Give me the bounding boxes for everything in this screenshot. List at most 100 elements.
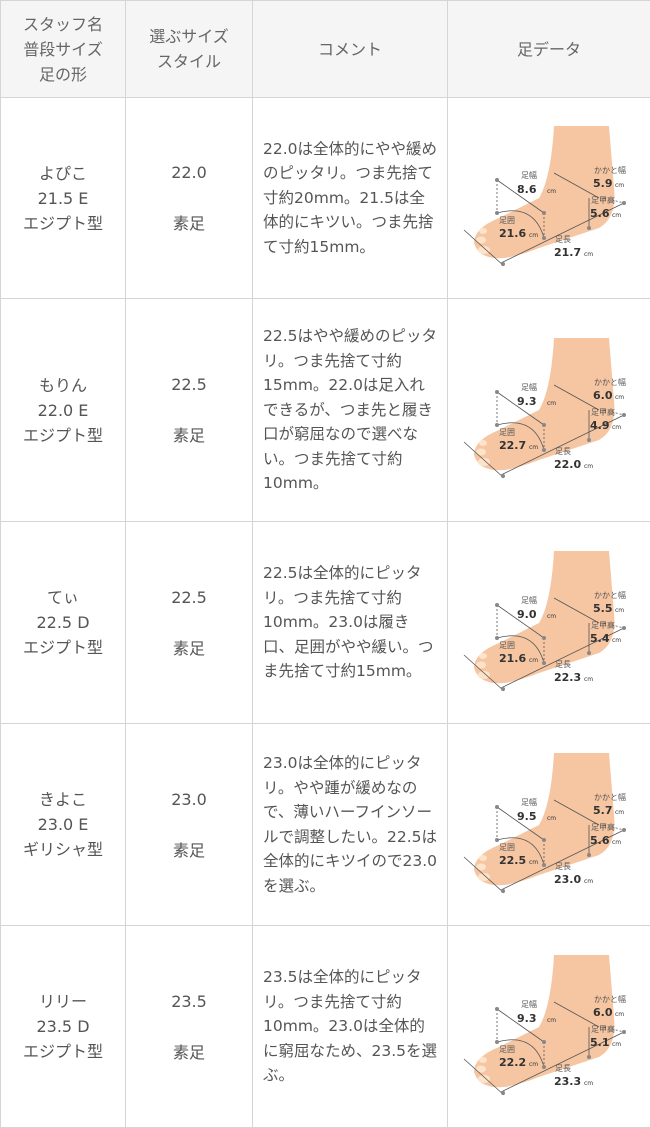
- instep-height-label: 足甲高: [591, 1024, 615, 1034]
- usual-size: 23.5 D: [36, 1017, 89, 1036]
- unit: cm: [615, 394, 624, 401]
- unit: cm: [529, 444, 538, 451]
- staff-cell: よぴこ 21.5 E エジプト型: [1, 98, 126, 299]
- unit: cm: [615, 182, 624, 189]
- header-text: 選ぶサイズ: [149, 27, 229, 46]
- foot-width-label: 足幅: [521, 999, 537, 1009]
- foot-length-value: 23.3: [554, 1075, 581, 1088]
- instep-height-label: 足甲高: [591, 195, 615, 205]
- foot-width-value: 9.0: [517, 608, 537, 621]
- style: 素足: [173, 841, 205, 860]
- foot-girth-label: 足囲: [499, 1045, 515, 1054]
- foot-width-value: 9.3: [517, 395, 537, 408]
- heel-width-value: 5.7: [593, 804, 613, 817]
- staff-name: きよこ: [39, 790, 87, 809]
- unit: cm: [529, 232, 538, 239]
- header-text: 足の形: [39, 65, 87, 84]
- unit: cm: [529, 657, 538, 664]
- style: 素足: [173, 1043, 205, 1062]
- unit: cm: [584, 676, 593, 683]
- chosen-size: 23.5: [171, 992, 207, 1011]
- style: 素足: [173, 426, 205, 445]
- foot-length-value: 22.3: [554, 671, 581, 684]
- foot-length-label: 足長: [555, 1064, 571, 1073]
- foot-shape: エジプト型: [23, 214, 103, 233]
- foot-girth-label: 足囲: [499, 428, 515, 437]
- chosen-size: 23.0: [171, 790, 207, 809]
- foot-girth-value: 21.6: [499, 652, 526, 665]
- header-text: 普段サイズ: [23, 40, 103, 59]
- header-foot-data: 足データ: [448, 1, 650, 98]
- foot-length-value: 22.0: [554, 458, 581, 471]
- usual-size: 21.5 E: [38, 189, 89, 208]
- unit: cm: [612, 424, 621, 431]
- foot-width-label: 足幅: [521, 797, 537, 807]
- header-text: スタイル: [157, 52, 221, 71]
- instep-height-value: 5.6: [590, 207, 610, 220]
- unit: cm: [584, 878, 593, 885]
- foot-width-label: 足幅: [521, 382, 537, 392]
- unit: cm: [615, 607, 624, 614]
- chosen-size: 22.5: [171, 588, 207, 607]
- unit: cm: [612, 637, 621, 644]
- usual-size: 22.0 E: [38, 401, 89, 420]
- instep-height-value: 5.6: [590, 834, 610, 847]
- staff-name: リリー: [39, 992, 87, 1011]
- instep-height-label: 足甲高: [591, 822, 615, 832]
- foot-girth-value: 22.5: [499, 854, 526, 867]
- heel-width-label: かかと幅: [594, 792, 626, 802]
- comment: 23.5は全体的にピッタリ。つま先捨て寸約10mm。23.0は全体的に窮屈なため…: [263, 968, 437, 1084]
- foot-shape: エジプト型: [23, 426, 103, 445]
- foot-length-value: 23.0: [554, 873, 581, 886]
- foot-length-label: 足長: [555, 660, 571, 669]
- foot-length-label: 足長: [555, 447, 571, 456]
- comment-cell: 23.0は全体的にピッタリ。やや踵が緩めなので、薄いハーフインソールで調整したい…: [253, 724, 448, 926]
- foot-shape: エジプト型: [23, 1042, 103, 1061]
- instep-height-label: 足甲高: [591, 407, 615, 417]
- table-row: よぴこ 21.5 E エジプト型 22.0 素足 22.0は全体的にやや緩めのピッタリ…: [1, 98, 650, 299]
- staff-name: もりん: [39, 376, 87, 395]
- heel-width-value: 5.5: [593, 602, 613, 615]
- chosen-size: 22.0: [171, 163, 207, 182]
- foot-length-label: 足長: [555, 862, 571, 871]
- foot-girth-label: 足囲: [499, 843, 515, 852]
- unit: cm: [547, 815, 556, 822]
- unit: cm: [529, 1061, 538, 1068]
- unit: cm: [547, 613, 556, 620]
- staff-name: よぴこ: [39, 164, 87, 183]
- staff-name: てぃ: [47, 588, 79, 607]
- staff-cell: リリー 23.5 D エジプト型: [1, 926, 126, 1128]
- heel-width-value: 6.0: [593, 1006, 613, 1019]
- usual-size: 22.5 D: [36, 613, 89, 632]
- comment: 22.0は全体的にやや緩めのピッタリ。つま先捨て寸約20mm。21.5は全体的に…: [263, 140, 437, 256]
- heel-width-label: かかと幅: [594, 377, 626, 387]
- unit: cm: [547, 400, 556, 407]
- unit: cm: [584, 251, 593, 258]
- foot-width-value: 9.3: [517, 1012, 537, 1025]
- header-comment: コメント: [253, 1, 448, 98]
- unit: cm: [612, 839, 621, 846]
- style: 素足: [173, 214, 205, 233]
- staff-cell: もりん 22.0 E エジプト型: [1, 299, 126, 522]
- heel-width-label: かかと幅: [594, 165, 626, 175]
- unit: cm: [612, 1041, 621, 1048]
- foot-girth-value: 22.2: [499, 1056, 526, 1069]
- foot-girth-value: 21.6: [499, 227, 526, 240]
- size-cell: 23.5 素足: [126, 926, 253, 1128]
- unit: cm: [547, 188, 556, 195]
- unit: cm: [612, 212, 621, 219]
- instep-height-value: 5.4: [590, 632, 610, 645]
